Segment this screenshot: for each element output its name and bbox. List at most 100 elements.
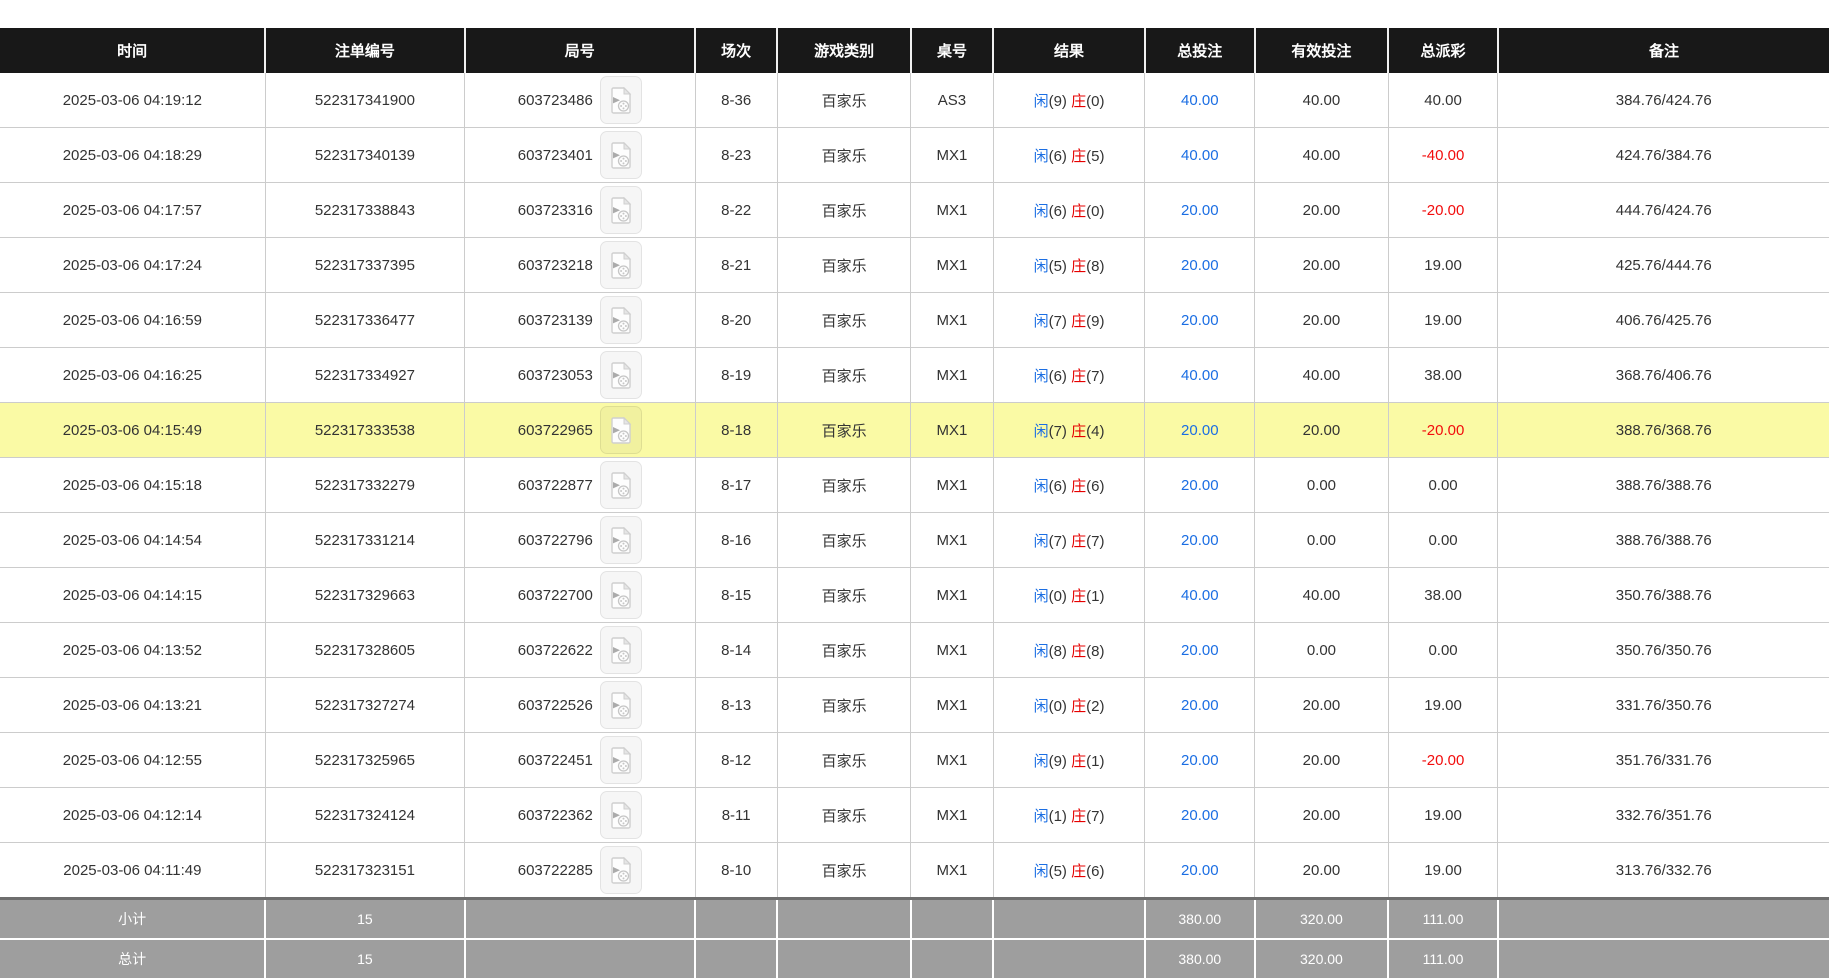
- cell-result: 闲(6) 庄(5): [993, 128, 1145, 183]
- cell-time: 2025-03-06 04:12:55: [0, 733, 265, 788]
- player-score: (0): [1049, 588, 1067, 605]
- cell-round: 603723486: [465, 73, 695, 128]
- cell-time: 2025-03-06 04:16:25: [0, 348, 265, 403]
- video-file-icon: [610, 417, 632, 444]
- video-file-icon: [610, 252, 632, 279]
- cell-round: 603723139: [465, 293, 695, 348]
- video-replay-button[interactable]: [600, 791, 642, 839]
- video-replay-button[interactable]: [600, 131, 642, 179]
- player-score: (6): [1049, 148, 1067, 165]
- round-number: 603722526: [518, 697, 593, 714]
- summary-payout: 111.00: [1388, 899, 1498, 940]
- round-number: 603723218: [518, 257, 593, 274]
- cell-game-type: 百家乐: [777, 458, 911, 513]
- player-label: 闲: [1034, 368, 1049, 385]
- cell-time: 2025-03-06 04:19:12: [0, 73, 265, 128]
- cell-total-bet: 20.00: [1145, 623, 1255, 678]
- cell-remark: 384.76/424.76: [1498, 73, 1829, 128]
- video-replay-button[interactable]: [600, 186, 642, 234]
- video-replay-button[interactable]: [600, 351, 642, 399]
- cell-remark: 350.76/388.76: [1498, 568, 1829, 623]
- video-replay-button[interactable]: [600, 241, 642, 289]
- summary-empty-remark: [1498, 899, 1829, 940]
- video-replay-button[interactable]: [600, 296, 642, 344]
- video-replay-button[interactable]: [600, 846, 642, 894]
- video-file-icon: [610, 362, 632, 389]
- video-replay-button[interactable]: [600, 516, 642, 564]
- cell-round: 603722796: [465, 513, 695, 568]
- player-score: (6): [1049, 203, 1067, 220]
- banker-label: 庄: [1071, 698, 1086, 715]
- cell-time: 2025-03-06 04:18:29: [0, 128, 265, 183]
- round-number: 603722877: [518, 477, 593, 494]
- video-file-icon: [610, 802, 632, 829]
- video-file-icon: [610, 142, 632, 169]
- cell-session: 8-19: [695, 348, 777, 403]
- round-cell-content: 603723218: [466, 241, 693, 289]
- player-score: (5): [1049, 258, 1067, 275]
- video-replay-button[interactable]: [600, 406, 642, 454]
- cell-round: 603722526: [465, 678, 695, 733]
- cell-remark: 388.76/368.76: [1498, 403, 1829, 458]
- cell-table-no: MX1: [911, 623, 993, 678]
- player-label: 闲: [1034, 533, 1049, 550]
- banker-score: (7): [1086, 533, 1104, 550]
- banker-score: (1): [1086, 753, 1104, 770]
- cell-session: 8-22: [695, 183, 777, 238]
- video-replay-button[interactable]: [600, 76, 642, 124]
- cell-result: 闲(0) 庄(2): [993, 678, 1145, 733]
- cell-table-no: MX1: [911, 843, 993, 899]
- banker-score: (5): [1086, 148, 1104, 165]
- cell-round: 603722700: [465, 568, 695, 623]
- round-number: 603723139: [518, 312, 593, 329]
- round-cell-content: 603723139: [466, 296, 693, 344]
- cell-table-no: MX1: [911, 733, 993, 788]
- player-label: 闲: [1034, 148, 1049, 165]
- cell-time: 2025-03-06 04:16:59: [0, 293, 265, 348]
- video-replay-button[interactable]: [600, 461, 642, 509]
- cell-total-bet: 40.00: [1145, 348, 1255, 403]
- summary-empty-round: [465, 939, 695, 978]
- player-label: 闲: [1034, 203, 1049, 220]
- summary-empty-table-no: [911, 899, 993, 940]
- cell-round: 603723401: [465, 128, 695, 183]
- cell-remark: 406.76/425.76: [1498, 293, 1829, 348]
- player-score: (8): [1049, 643, 1067, 660]
- player-score: (9): [1049, 753, 1067, 770]
- cell-payout: 19.00: [1388, 238, 1498, 293]
- cell-total-bet: 20.00: [1145, 403, 1255, 458]
- cell-session: 8-11: [695, 788, 777, 843]
- summary-label: 小计: [0, 899, 265, 940]
- cell-session: 8-23: [695, 128, 777, 183]
- player-score: (6): [1049, 368, 1067, 385]
- banker-label: 庄: [1071, 753, 1086, 770]
- banker-score: (2): [1086, 698, 1104, 715]
- cell-table-no: MX1: [911, 678, 993, 733]
- video-replay-button[interactable]: [600, 571, 642, 619]
- column-header-remark: 备注: [1498, 28, 1829, 73]
- cell-session: 8-18: [695, 403, 777, 458]
- cell-session: 8-17: [695, 458, 777, 513]
- cell-total-bet: 20.00: [1145, 293, 1255, 348]
- video-replay-button[interactable]: [600, 681, 642, 729]
- cell-remark: 424.76/384.76: [1498, 128, 1829, 183]
- cell-game-type: 百家乐: [777, 238, 911, 293]
- video-replay-button[interactable]: [600, 736, 642, 784]
- video-replay-button[interactable]: [600, 626, 642, 674]
